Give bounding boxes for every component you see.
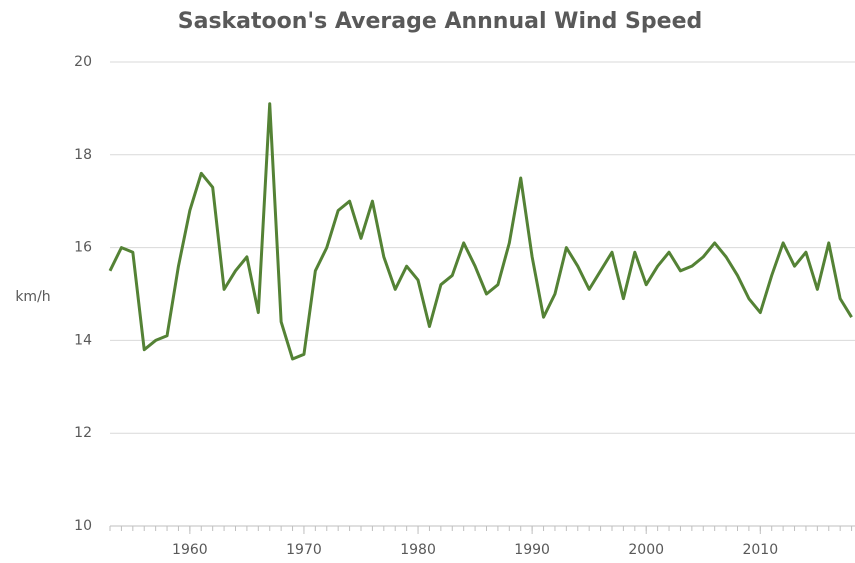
chart-title: Saskatoon's Average Annnual Wind Speed xyxy=(178,9,702,34)
x-tick-label: 1990 xyxy=(514,542,550,558)
data-line xyxy=(108,102,853,361)
y-tick-label: 16 xyxy=(74,240,92,256)
y-tick-label: 18 xyxy=(74,147,92,163)
x-tick-label: 1960 xyxy=(172,542,208,558)
y-tick-label: 12 xyxy=(74,425,92,441)
y-axis-label: km/h xyxy=(15,289,50,305)
x-tick-label: 1970 xyxy=(286,542,322,558)
y-tick-label: 20 xyxy=(74,54,92,70)
y-tick-label: 14 xyxy=(74,332,92,348)
x-tick-label: 2010 xyxy=(742,542,778,558)
x-tick-label: 2000 xyxy=(628,542,664,558)
x-tick-label: 1980 xyxy=(400,542,436,558)
y-tick-label: 10 xyxy=(74,518,92,534)
